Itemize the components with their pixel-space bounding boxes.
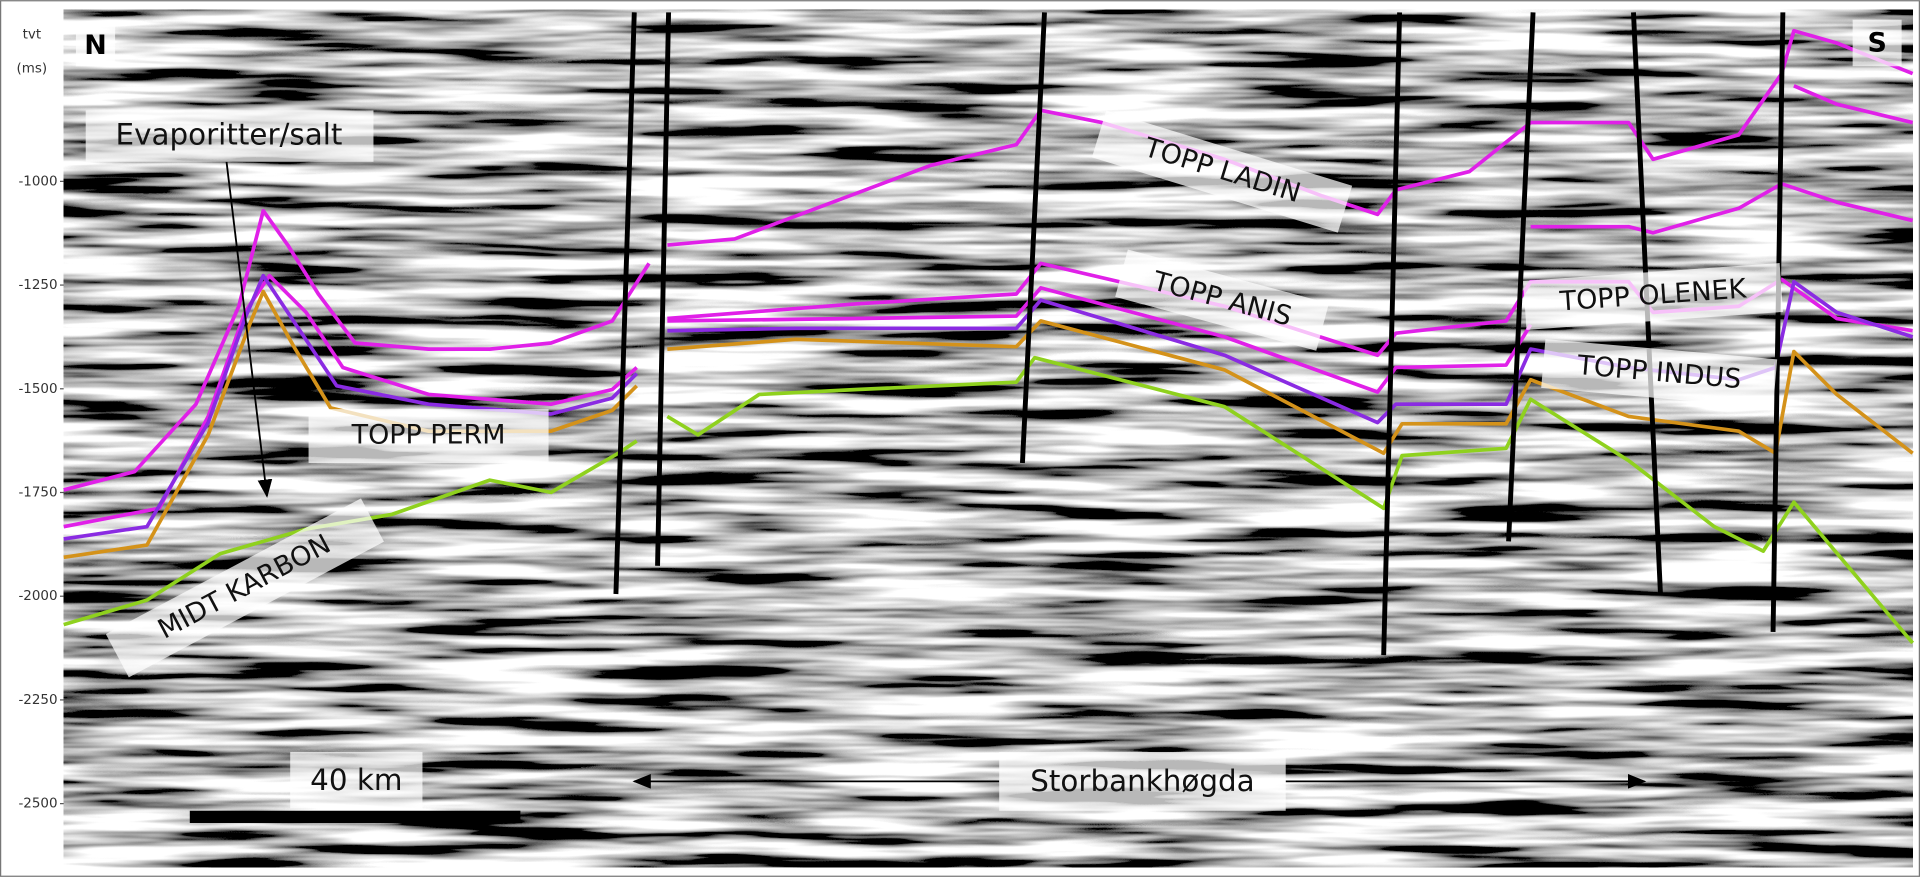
horizon-line [63,273,639,541]
high-label: Storbankhøgda [1030,764,1254,798]
label-box [308,409,549,463]
fault [1770,12,1786,633]
label-box [85,110,374,162]
horizon-line [667,319,1914,456]
y-tick-label: -1750 [18,486,57,501]
horizon-annotation: TOPP INDUS [1541,339,1778,409]
y-tick-label: -2250 [18,693,57,708]
compass-north: N [75,24,116,67]
label-box [1115,249,1329,351]
y-axis: -1000 -1250 -1500 -1750 -2000 -2250 -2500 [18,174,64,812]
axis-title: tvt [23,27,42,42]
horizon-line [667,286,1533,394]
south-label: S [1867,28,1886,59]
fault [1506,12,1536,542]
axis-unit: (ms) [17,62,48,77]
fault [1381,12,1403,656]
horizon-line [63,289,639,560]
label-box [1852,19,1902,67]
y-tick-label: -2500 [18,797,57,812]
label-box [1091,110,1353,233]
fault [1020,12,1047,464]
horizon-line [63,439,638,627]
label-box [290,751,423,809]
salt-annotation: Evaporitter/salt [85,110,374,162]
y-tick-label: -1000 [18,174,57,189]
label-box [75,24,116,67]
label-box [1523,263,1784,330]
north-label: N [84,30,107,61]
horizon-line [63,208,651,492]
compass-south: S [1852,19,1902,67]
fault [655,12,672,566]
horizon-line [1530,181,1914,235]
label-box [999,751,1286,811]
horizons [63,28,1915,645]
horizon-label: TOPP PERM [351,420,506,451]
salt-arrow [225,161,273,498]
scale-label: 40 km [310,763,402,797]
fault [613,12,637,595]
horizon-line [667,28,1914,247]
high-annotation: Storbankhøgda [632,751,1647,811]
label-box [1541,339,1778,409]
scale-bar-line [189,810,521,823]
horizon-line [1793,84,1914,125]
horizon-annotation: TOPP OLENEK [1523,263,1784,330]
horizon-line [666,355,1915,645]
y-tick-label: -2000 [18,589,57,604]
y-tick-label: -1500 [18,382,57,397]
salt-label: Evaporitter/salt [116,118,343,152]
horizon-annotation: TOPP PERM [308,409,549,463]
horizon-line [667,279,1914,425]
scale-bar: 40 km [189,751,521,823]
y-tick-label: -1250 [18,278,57,293]
label-box [105,498,384,678]
